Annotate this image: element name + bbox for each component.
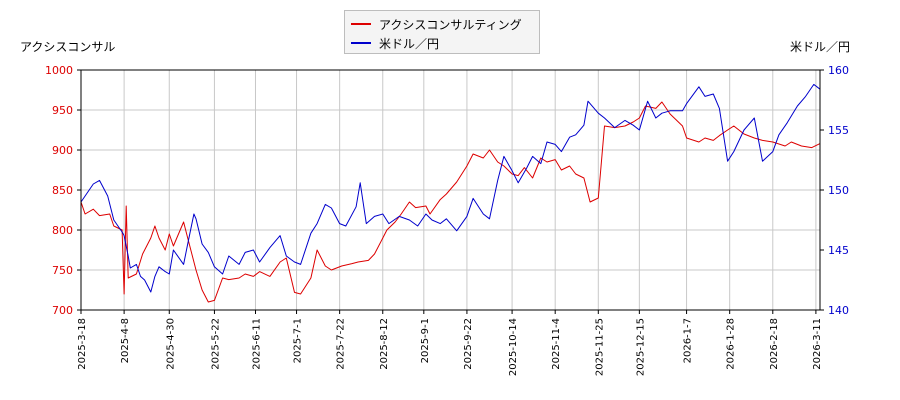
legend-swatch-usdjpy [351, 42, 371, 44]
right-axis-tick-label: 150 [828, 184, 849, 197]
left-axis-tick-label: 1000 [45, 64, 73, 77]
legend-item-stock: アクシスコンサルティング [351, 15, 522, 33]
x-axis-tick-label: 2025-5-22 [210, 318, 221, 370]
x-axis-tick-label: 2026-1-28 [726, 318, 737, 370]
x-axis-tick-label: 2025-11-4 [551, 318, 562, 370]
legend-label-usdjpy: 米ドル／円 [379, 36, 440, 51]
x-axis-tick-label: 2026-2-18 [769, 318, 780, 370]
left-axis-tick-label: 950 [52, 104, 73, 117]
left-axis-title: アクシスコンサル [20, 40, 116, 54]
left-axis-tick-label: 800 [52, 224, 73, 237]
right-axis-tick-label: 145 [828, 244, 849, 257]
stock-price-line [80, 101, 821, 303]
x-axis-tick-label: 2025-12-15 [635, 318, 646, 376]
legend: アクシスコンサルティング 米ドル／円 [344, 10, 540, 54]
left-axis-tick-label: 750 [52, 264, 73, 277]
legend-swatch-stock [351, 23, 371, 25]
x-axis-tick-label: 2025-7-22 [336, 318, 347, 370]
x-axis-tick-label: 2025-4-30 [165, 318, 176, 370]
x-axis-tick-label: 2025-8-12 [379, 318, 390, 370]
right-axis-tick-label: 140 [828, 304, 849, 317]
x-axis-tick-label: 2026-1-7 [683, 318, 694, 363]
right-axis-title: 米ドル／円 [790, 40, 851, 54]
left-axis-tick-label: 700 [52, 304, 73, 317]
right-axis-tick-label: 155 [828, 124, 849, 137]
right-axis-tick-label: 160 [828, 64, 849, 77]
legend-label-stock: アクシスコンサルティング [379, 17, 522, 32]
x-axis-tick-label: 2025-4-8 [120, 318, 131, 363]
x-axis-tick-label: 2025-6-11 [251, 318, 262, 370]
legend-item-usdjpy: 米ドル／円 [351, 34, 439, 52]
usdjpy-line [80, 83, 821, 293]
x-axis-tick-label: 2026-3-11 [812, 318, 823, 370]
x-axis-tick-label: 2025-3-18 [77, 318, 88, 370]
plot-frame [80, 69, 821, 311]
x-axis-tick-label: 2025-9-22 [463, 318, 474, 370]
x-axis-tick-label: 2025-10-14 [508, 318, 519, 376]
x-axis-tick-label: 2025-9-1 [420, 318, 431, 363]
x-axis-tick-label: 2025-11-25 [594, 318, 605, 376]
left-axis-tick-label: 900 [52, 144, 73, 157]
x-axis-tick-label: 2025-7-1 [293, 318, 304, 363]
left-axis-tick-label: 850 [52, 184, 73, 197]
